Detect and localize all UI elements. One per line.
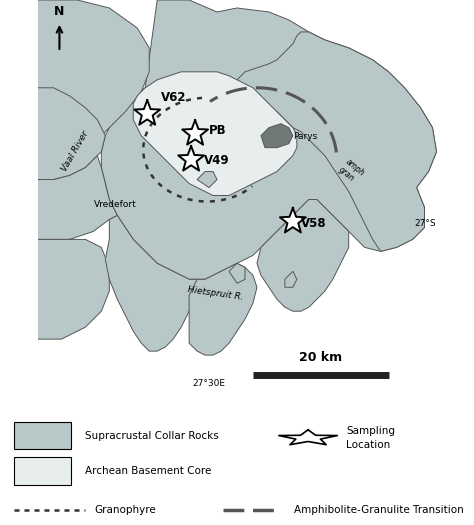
Text: V58: V58	[301, 217, 327, 230]
Text: Hietspruit R.: Hietspruit R.	[187, 285, 244, 302]
Polygon shape	[280, 208, 306, 233]
Text: V62: V62	[161, 91, 187, 104]
Polygon shape	[37, 155, 117, 239]
Text: PB: PB	[209, 124, 227, 138]
Polygon shape	[189, 264, 257, 355]
FancyBboxPatch shape	[14, 457, 71, 485]
Polygon shape	[279, 430, 337, 445]
Text: 27°30E: 27°30E	[192, 379, 226, 388]
Text: 20 km: 20 km	[299, 351, 342, 364]
Polygon shape	[197, 172, 217, 187]
Polygon shape	[285, 271, 297, 287]
Polygon shape	[133, 72, 297, 195]
FancyBboxPatch shape	[14, 422, 71, 449]
Polygon shape	[261, 124, 293, 148]
Polygon shape	[178, 146, 204, 171]
Polygon shape	[229, 264, 245, 284]
Polygon shape	[37, 239, 109, 339]
Text: Sampling
Location: Sampling Location	[346, 426, 395, 449]
Text: N: N	[54, 5, 64, 18]
Polygon shape	[182, 120, 208, 145]
Text: Granophyre: Granophyre	[95, 505, 156, 515]
Text: V49: V49	[204, 154, 230, 167]
Text: Vredefort: Vredefort	[94, 200, 137, 209]
Polygon shape	[101, 0, 437, 279]
Polygon shape	[237, 32, 437, 251]
Polygon shape	[105, 215, 197, 351]
Text: amph
gran: amph gran	[337, 157, 366, 186]
Text: Parys: Parys	[293, 132, 317, 141]
Text: Amphibolite-Granulite Transition: Amphibolite-Granulite Transition	[294, 505, 464, 515]
Polygon shape	[134, 100, 160, 125]
Text: 27°S: 27°S	[415, 219, 436, 228]
Text: Supracrustal Collar Rocks: Supracrustal Collar Rocks	[85, 430, 219, 440]
Text: Archean Basement Core: Archean Basement Core	[85, 466, 212, 476]
Polygon shape	[257, 200, 349, 311]
Polygon shape	[37, 0, 149, 180]
Polygon shape	[37, 88, 105, 180]
Text: Vaal River: Vaal River	[60, 130, 91, 173]
